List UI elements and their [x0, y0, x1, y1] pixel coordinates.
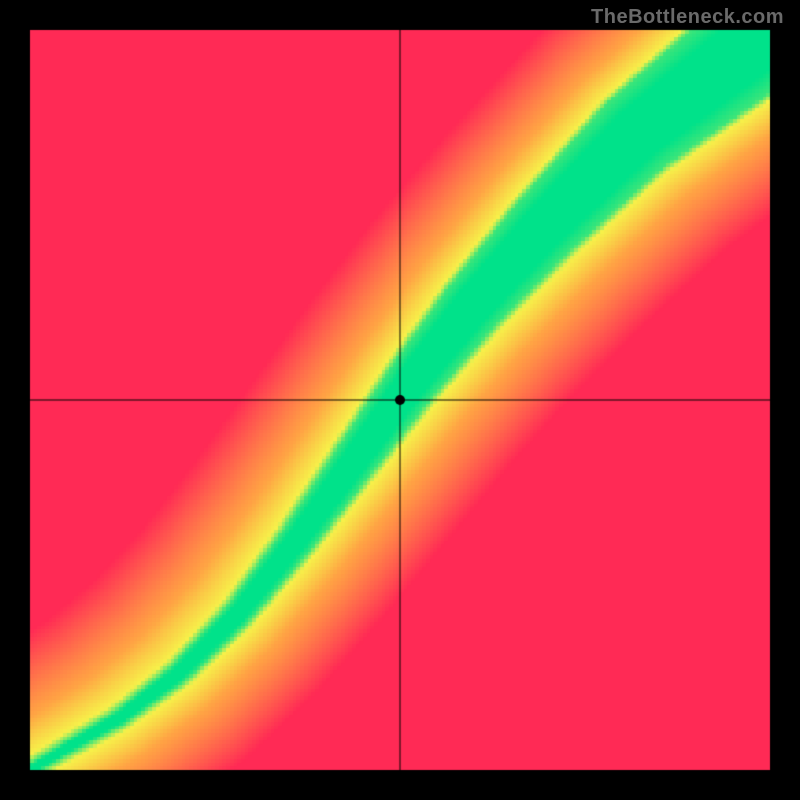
bottleneck-heatmap-canvas: [0, 0, 800, 800]
watermark-text: TheBottleneck.com: [591, 6, 784, 29]
chart-stage: TheBottleneck.com: [0, 0, 800, 800]
